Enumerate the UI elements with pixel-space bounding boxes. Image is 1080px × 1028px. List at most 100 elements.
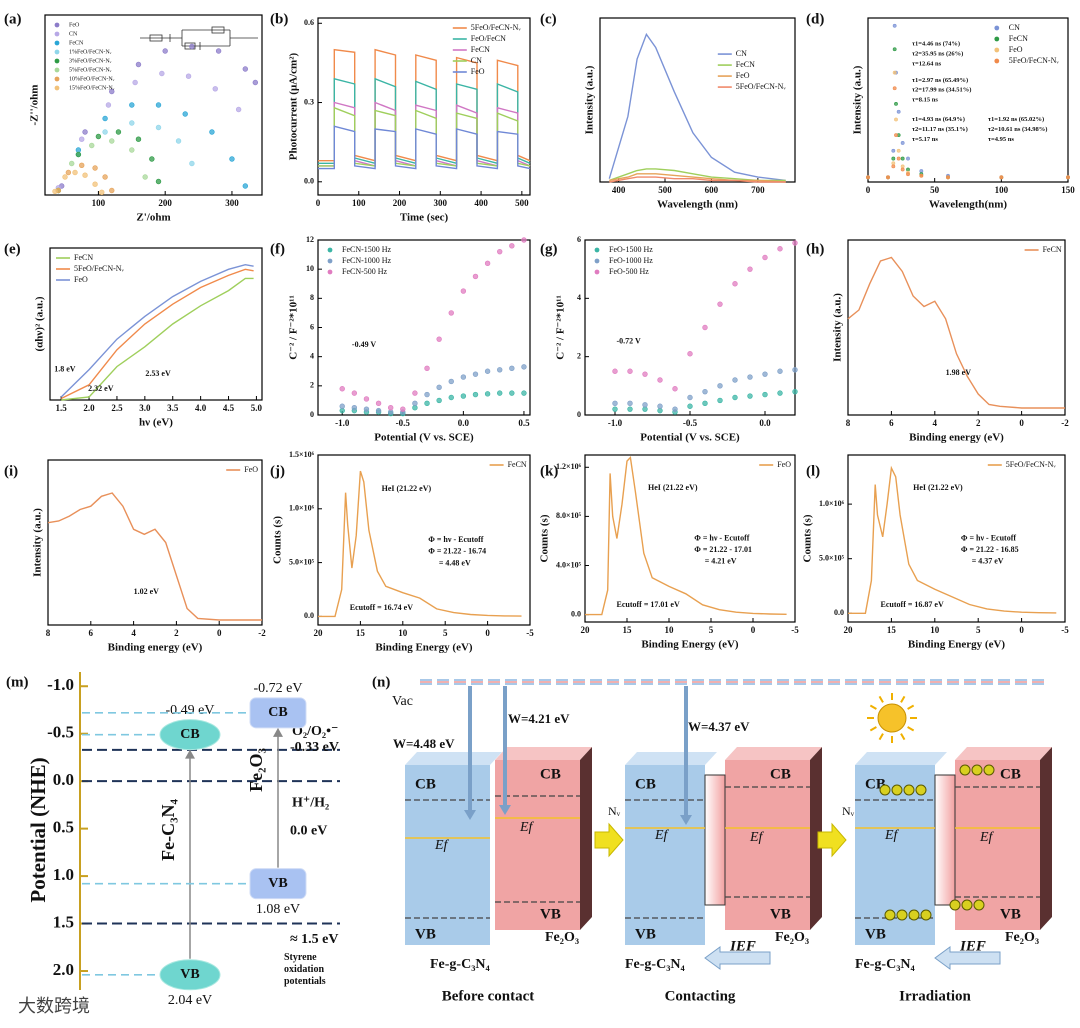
x-tick-label: 2 [976,418,981,428]
data-point [155,178,162,185]
data-point [79,162,85,169]
data-point [892,23,897,28]
x-tick-label: 300 [225,198,239,208]
data-point [185,73,192,79]
y-tick-label: -0.5 [47,723,74,742]
data-point [484,391,491,397]
x-tick-label: 20 [844,625,854,635]
data-point [52,188,58,195]
annotation: Ecutoff = 17.01 eV [617,600,680,609]
data-point [896,148,901,153]
x-tick-label: 5 [976,625,981,635]
x-tick-label: -5 [1061,625,1069,635]
data-line [608,32,786,182]
panel-label: (f) [270,241,285,257]
y-tick-label: 0.0 [571,609,581,618]
x-tick-label: 0.0 [458,418,470,428]
data-point [215,48,222,54]
data-point [82,172,88,178]
panel-label: (b) [270,11,288,27]
data-point [900,164,905,169]
data-point [732,377,738,383]
data-line [61,277,254,401]
data-point [497,367,503,373]
cb-label: CB [415,776,436,792]
data-point [732,394,738,401]
data-line [318,470,522,618]
material-name: Fe₂O₃ [1005,930,1039,945]
block-side [1040,747,1052,930]
data-point [436,384,442,390]
cb-label: CB [1000,766,1021,782]
y-axis-label: Counts (s) [802,514,814,562]
legend-label: FeO [244,465,258,474]
watermark: 大数跨境 [18,996,90,1016]
data-point [129,147,135,153]
legend-label: FeO [777,460,791,469]
data-point [448,378,454,385]
sun-ray [907,704,915,710]
x-axis-label: hν (eV) [139,417,173,429]
charge-carrier [961,899,973,911]
legend-label: FeO [74,275,88,284]
y-tick-label: 2.0 [53,960,74,979]
annotation: Φ = hν - Ecutoff [694,533,750,542]
charge-carrier [908,909,920,921]
x-tick-label: 0.5 [518,418,530,428]
vb-label: VB [770,906,791,922]
sun-ray [907,726,915,732]
data-point [472,273,479,280]
y-tick-label: 1.0 [53,865,74,884]
y-tick-label: 0.0 [834,608,844,617]
legend-marker [54,85,60,91]
y-axis-label: Counts (s) [272,516,284,564]
y-tick-label: 1.0×10⁶ [289,504,315,513]
work-function: W=4.48 eV [393,736,455,751]
y-tick-label: 10 [306,264,314,273]
y-axis-label: Intensity (a.u.) [832,293,844,362]
legend-marker [54,67,60,73]
x-tick-label: 4.5 [223,403,235,413]
data-point [521,390,527,396]
x-tick-label: 600 [705,185,719,195]
data-line [847,256,1065,409]
annotation: Ecutoff = 16.87 eV [881,600,944,609]
data-point [412,400,418,407]
data-point [627,400,633,407]
data-point [102,115,108,122]
data-point [894,102,898,106]
band-value: -0.72 eV [254,681,303,696]
y-tick-label: 1.5×10⁶ [289,450,315,459]
ief-region [704,774,726,906]
data-point [109,138,115,144]
data-point [509,390,515,396]
fermi-label: Ef [654,828,670,843]
plot-frame [847,454,1066,623]
data-point [747,393,753,399]
x-tick-label: 700 [751,185,765,195]
data-line [585,455,787,616]
data-point [109,187,115,194]
annotation: Φ = 21.22 - 17.01 [694,545,752,554]
data-point [92,181,98,187]
charge-carrier [949,899,961,911]
band-label: VB [268,876,287,891]
legend-label: FeCN [69,40,84,46]
charge-carrier [920,909,932,921]
vb-label: VB [540,906,561,922]
annotation: -0.49 V [352,340,377,349]
vb-label: VB [635,926,656,942]
block-top [495,747,592,760]
legend-label: FeCN [74,253,93,262]
block-blue [625,765,705,945]
data-point [159,70,165,77]
data-point [900,141,905,145]
y-tick-label: 5.0×10⁵ [289,557,315,566]
y-tick-label: 4.0×10⁵ [556,560,582,569]
x-tick-label: 10 [665,625,675,635]
x-tick-label: 200 [393,198,407,208]
legend-marker [994,47,1000,53]
legend-label: 10%FeO/FeCN-Nᵥ [69,76,115,82]
data-point [135,61,142,68]
